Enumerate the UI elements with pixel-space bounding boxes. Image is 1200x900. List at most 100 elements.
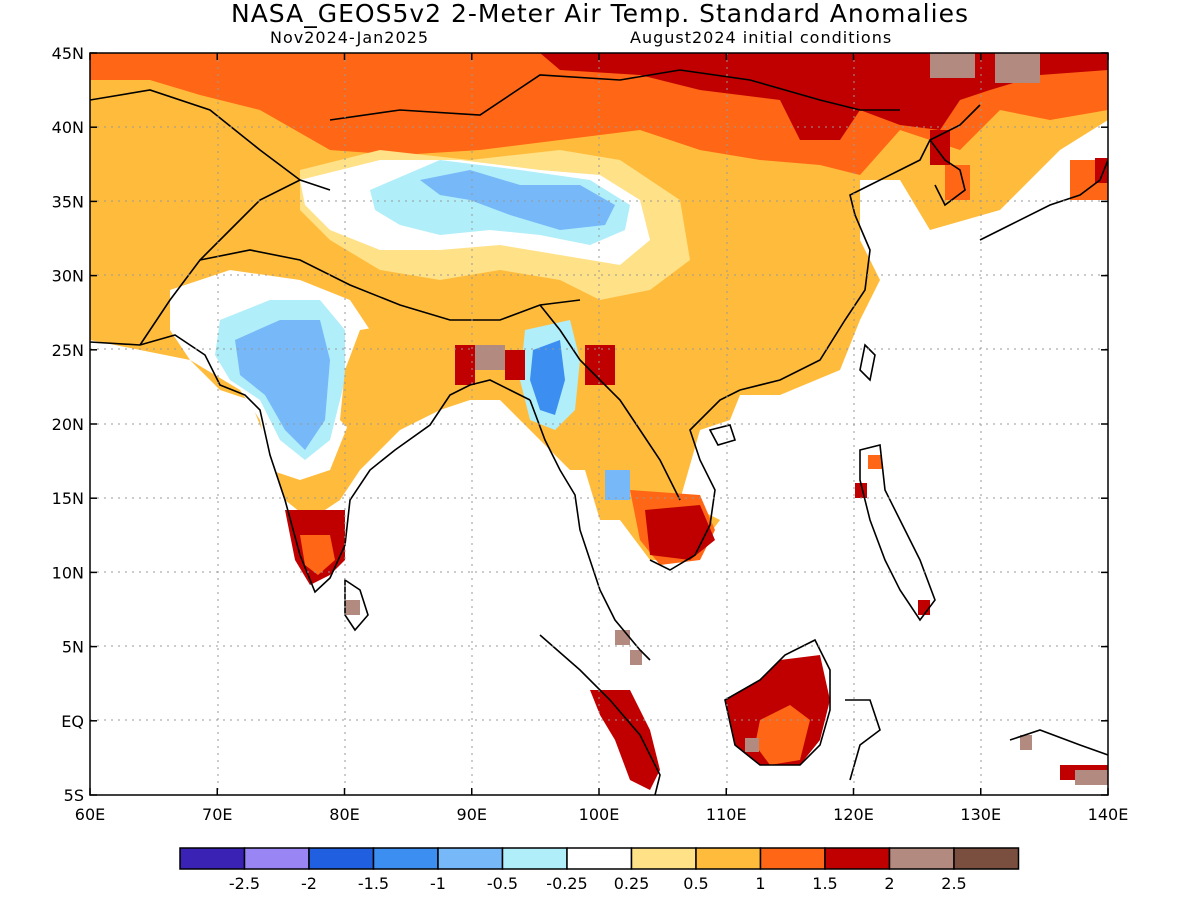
colorbar-label: 1 <box>755 874 765 893</box>
colorbar-swatch <box>372 847 439 870</box>
coastline-sumatra <box>539 634 661 795</box>
extreme-warm-newguinea <box>1075 770 1108 785</box>
cold-myanmar <box>530 340 565 415</box>
lon-label: 110E <box>706 805 747 824</box>
colorbar <box>179 847 1020 870</box>
colorbar-swatch <box>953 847 1020 870</box>
extreme-warm-malaya <box>630 650 642 665</box>
coastline-indochina <box>529 399 651 661</box>
extreme-warm-srilanka <box>345 600 360 615</box>
extreme-warm-newguinea <box>1020 735 1032 750</box>
colorbar-labels: -2.5 -2 -1.5 -1 -0.5 -0.25 0.25 0.5 1 1.5 2 2.5 <box>229 874 967 893</box>
lat-label: 15N <box>52 489 84 508</box>
latitude-labels: 45N 40N 35N 30N 25N 20N 15N 10N 5N EQ 5S <box>52 44 84 805</box>
anomaly-field <box>90 53 1108 790</box>
very-warm-indochina <box>645 505 715 560</box>
lon-label: 90E <box>457 805 487 824</box>
strong-warm-borneo <box>755 705 810 765</box>
forecast-period: Nov2024-Jan2025 <box>270 28 429 47</box>
coastline-newguinea <box>1009 729 1108 756</box>
lon-label: 80E <box>329 805 359 824</box>
lat-label: 5S <box>64 786 84 805</box>
coastline-china <box>739 104 981 391</box>
korea-anomaly <box>945 165 970 200</box>
border-himalaya <box>199 249 581 321</box>
colorbar-label: -2 <box>301 874 317 893</box>
cold-india <box>235 320 330 450</box>
very-warm-sumatra <box>590 690 660 790</box>
colorbar-label: -1 <box>430 874 446 893</box>
very-warm-cell <box>505 350 525 380</box>
colorbar-swatch <box>437 847 504 870</box>
colorbar-swatch <box>759 847 826 870</box>
axis-ticks <box>89 52 1109 796</box>
lat-label: EQ <box>61 712 84 731</box>
colorbar-swatch <box>179 847 246 870</box>
very-warm-philippines <box>918 600 930 615</box>
very-warm-cell <box>585 345 615 385</box>
colorbar-label: 0.25 <box>614 874 650 893</box>
lon-label: 140E <box>1088 805 1129 824</box>
border-central-asia <box>90 89 301 181</box>
colorbar-label: -0.5 <box>487 874 518 893</box>
cold-indochina <box>605 470 630 500</box>
lat-label: 35N <box>52 192 84 211</box>
extreme-warm-cell <box>930 53 975 78</box>
chart-title: NASA_GEOS5v2 2-Meter Air Temp. Standard … <box>231 0 969 28</box>
colorbar-label: 0.5 <box>683 874 708 893</box>
extreme-warm-cell <box>995 53 1040 83</box>
colorbar-label: 2.5 <box>941 874 966 893</box>
colorbar-swatch <box>630 847 697 870</box>
coastline-korea <box>929 139 966 207</box>
coastline-india <box>90 334 531 594</box>
coastline-sulawesi <box>845 699 881 781</box>
colorbar-swatch <box>308 847 375 870</box>
coastline-philippines <box>859 444 936 622</box>
lat-label: 40N <box>52 118 84 137</box>
initial-conditions: August2024 initial conditions <box>630 28 893 47</box>
lon-label: 120E <box>833 805 874 824</box>
colorbar-swatch <box>243 847 310 870</box>
colorbar-swatch <box>888 847 955 870</box>
lat-label: 5N <box>62 638 84 657</box>
coastline-japan <box>979 159 1108 241</box>
lat-label: 30N <box>52 267 84 286</box>
korea-anomaly <box>930 130 950 165</box>
colorbar-label: 2 <box>884 874 894 893</box>
strong-warm-south-india <box>300 535 335 575</box>
longitude-labels: 60E 70E 80E 90E 100E 110E 120E 130E 140E <box>75 805 1129 824</box>
lat-label: 10N <box>52 563 84 582</box>
coastline-hainan <box>708 424 737 446</box>
colorbar-swatch <box>566 847 633 870</box>
lon-label: 130E <box>960 805 1001 824</box>
japan-anomaly <box>1095 158 1108 183</box>
coastline-srilanka <box>344 578 369 632</box>
extreme-warm-borneo <box>745 738 759 752</box>
lat-label: 20N <box>52 415 84 434</box>
colorbar-swatch <box>695 847 762 870</box>
colorbar-swatch <box>824 847 891 870</box>
colorbar-label: -2.5 <box>229 874 260 893</box>
coastlines <box>90 69 1108 795</box>
lat-label: 25N <box>52 341 84 360</box>
extreme-warm-malaya <box>615 630 630 645</box>
lat-label: 45N <box>52 44 84 63</box>
colorbar-label: 1.5 <box>812 874 837 893</box>
lon-label: 60E <box>75 805 105 824</box>
coastline-taiwan <box>859 343 876 382</box>
colorbar-swatch <box>501 847 568 870</box>
border-indochina <box>539 304 681 501</box>
colorbar-label: -1.5 <box>358 874 389 893</box>
colorbar-label: -0.25 <box>546 874 587 893</box>
warm-east-india <box>340 320 470 440</box>
strong-warm-philippines <box>868 455 882 469</box>
coastline-indochina-east <box>649 389 741 571</box>
cold-tibet <box>420 170 615 230</box>
grid-lines <box>90 53 1108 795</box>
border-china-north <box>329 69 900 121</box>
lon-label: 70E <box>202 805 232 824</box>
lon-label: 100E <box>579 805 620 824</box>
coastline-borneo <box>724 638 831 766</box>
very-warm-cell <box>455 345 475 385</box>
